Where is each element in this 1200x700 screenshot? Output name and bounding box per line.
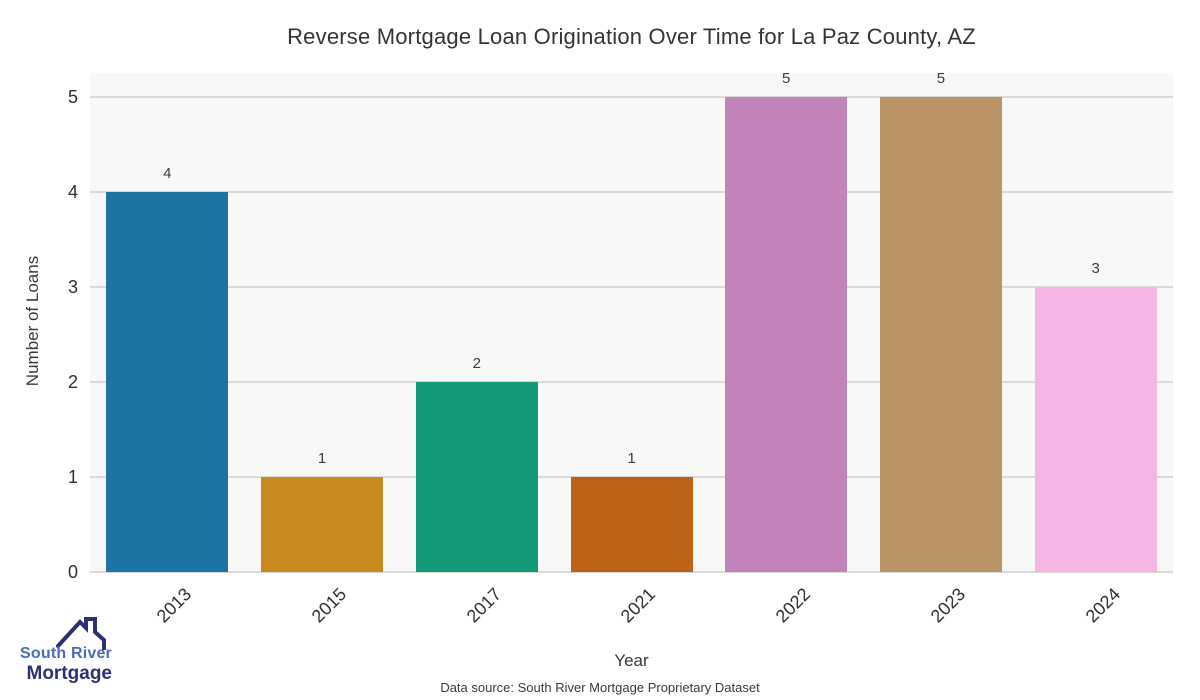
- y-tick-label-5: 5: [67, 87, 78, 107]
- bar-2023: [879, 97, 1002, 572]
- gridline-y-2: [90, 381, 1173, 383]
- bar-2021: [570, 477, 693, 572]
- bar-value-label-2023: 5: [936, 70, 946, 87]
- gridline-y-3: [90, 286, 1173, 288]
- bar-value-label-2024: 3: [1091, 260, 1100, 277]
- x-tick-label-2022: 2022: [771, 584, 815, 627]
- y-tick-label-0: 0: [67, 562, 78, 582]
- x-tick-label-2015: 2015: [307, 584, 351, 627]
- bar-value-label-2015: 1: [317, 450, 327, 467]
- logo-text-line2: Mortgage: [26, 663, 113, 684]
- gridline-y-4: [90, 191, 1173, 193]
- y-tick-label-3: 3: [67, 277, 78, 297]
- x-axis-title: Year: [614, 651, 649, 670]
- logo-text-line1: South River: [20, 645, 112, 662]
- gridline-y-5: [90, 96, 1173, 98]
- chart-title: Reverse Mortgage Loan Origination Over T…: [287, 24, 976, 49]
- house-roof-icon: [56, 617, 106, 650]
- x-tick-label-2017: 2017: [462, 584, 505, 627]
- x-tick-label-2021: 2021: [617, 584, 660, 627]
- bar-2024: [1034, 287, 1157, 572]
- plot-area: [90, 73, 1173, 573]
- y-tick-label-1: 1: [67, 467, 78, 487]
- x-tick-label-2023: 2023: [926, 584, 970, 627]
- bar-2017: [415, 382, 538, 572]
- bar-2013: [106, 192, 229, 572]
- gridline-y-0: [90, 571, 1173, 573]
- y-tick-label-2: 2: [67, 372, 78, 392]
- y-tick-label-4: 4: [67, 182, 78, 202]
- bar-2022: [725, 97, 848, 572]
- company-logo: South River Mortgage: [12, 614, 112, 694]
- bar-value-label-2021: 1: [627, 450, 636, 467]
- x-tick-label-2024: 2024: [1081, 584, 1124, 627]
- bar-value-label-2017: 2: [472, 355, 481, 372]
- bar-2015: [261, 477, 384, 572]
- x-tick-label-2013: 2013: [153, 584, 196, 627]
- bar-value-label-2022: 5: [782, 70, 791, 87]
- bar-value-label-2013: 4: [163, 165, 172, 182]
- data-source-note: Data source: South River Mortgage Propri…: [440, 680, 760, 695]
